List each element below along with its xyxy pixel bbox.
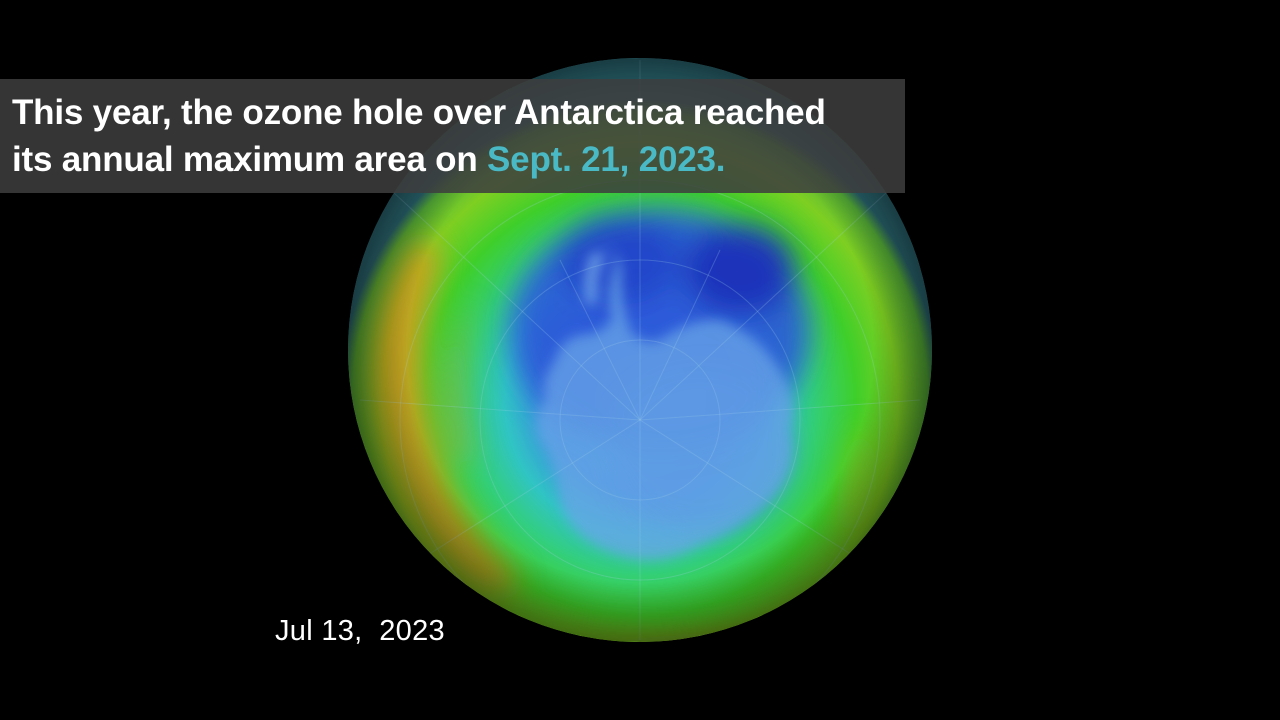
caption-banner: This year, the ozone hole over Antarctic… [0,79,905,193]
caption-line-2-text: its annual maximum area on [12,140,488,179]
date-stamp: Jul 13, 2023 [275,615,445,647]
caption-line-2: its annual maximum area on Sept. 21, 202… [12,136,893,183]
caption-date-highlight: Sept. 21, 2023. [487,140,726,179]
caption-line-1: This year, the ozone hole over Antarctic… [12,93,826,132]
